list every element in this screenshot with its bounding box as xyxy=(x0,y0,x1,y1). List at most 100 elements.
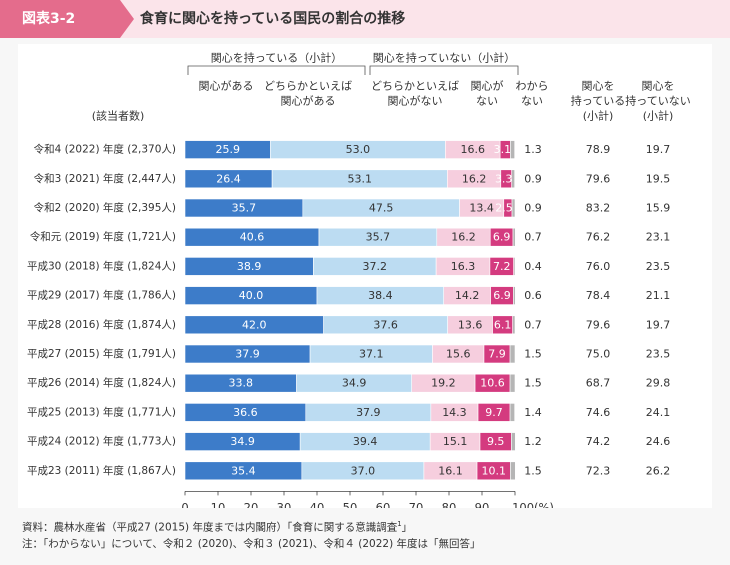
data-label: 1.5 xyxy=(524,377,542,390)
header-s1: どちらかといえば xyxy=(264,80,352,93)
notes: 資料：農林水産省（平成27 (2015) 年度までは内閣府）「食育に関する意識調… xyxy=(22,516,481,552)
category-label: 平成23 (2011) 年度 (1,867人) xyxy=(27,464,176,477)
group-interested-label: 関心を持っている（小計） xyxy=(211,51,342,65)
header-s1: 関心がある xyxy=(281,94,336,108)
subtotal-interested: 78.9 xyxy=(586,143,611,156)
data-label: 7.2 xyxy=(493,260,511,273)
data-label: 19.2 xyxy=(431,377,456,390)
data-label: 13.6 xyxy=(458,318,483,331)
figure-number-tag: 図表3-2 xyxy=(0,0,134,38)
subtotal-interested: 74.2 xyxy=(586,435,611,448)
x-tick-label: 40 xyxy=(310,500,325,508)
bar-segment xyxy=(511,198,516,218)
data-label: 40.6 xyxy=(240,231,265,244)
data-label: 35.7 xyxy=(366,231,391,244)
subtotal-not-interested: 24.1 xyxy=(646,406,671,419)
bar-segment xyxy=(509,403,515,422)
subtotal-not-interested: 15.9 xyxy=(646,202,671,215)
data-label: 14.2 xyxy=(455,289,480,302)
subtotal-not-interested: 23.5 xyxy=(646,260,671,273)
data-label: 16.3 xyxy=(451,260,476,273)
header-s3: ない xyxy=(476,95,498,108)
data-label: 26.4 xyxy=(216,172,241,185)
subtotal-interested: 75.0 xyxy=(586,348,611,361)
subtotal-interested: 72.3 xyxy=(586,464,611,477)
x-tick-label: 70 xyxy=(409,500,424,508)
stacked-bar-chart: 関心を持っている（小計） 関心を持っていない（小計）関心がある どちらかといえば関心… xyxy=(27,51,691,515)
subtotal-not-interested: 21.1 xyxy=(646,289,671,302)
category-label: 平成25 (2013) 年度 (1,771人) xyxy=(27,405,176,418)
bar-segment xyxy=(509,344,516,364)
title-bar: 図表3-2 食育に関心を持っている国民の割合の推移 xyxy=(0,0,730,38)
data-label: 10.6 xyxy=(480,377,505,390)
data-label: 37.9 xyxy=(235,348,260,361)
data-label: 1.2 xyxy=(524,435,542,448)
bar-segment xyxy=(513,257,516,276)
category-label: 令和2 (2020) 年度 (2,395人) xyxy=(34,201,176,214)
data-label: 6.9 xyxy=(493,289,511,302)
data-label: 14.3 xyxy=(442,406,467,419)
bar-segment xyxy=(510,461,516,481)
subtotal-interested: 76.2 xyxy=(586,231,611,244)
category-label: 平成28 (2016) 年度 (1,874人) xyxy=(27,318,176,331)
data-label: 0.9 xyxy=(524,202,542,215)
bar-segment xyxy=(512,315,516,335)
x-tick-label: 50 xyxy=(343,500,358,508)
data-label: 53.0 xyxy=(346,143,371,156)
subtotal-not-interested: 23.5 xyxy=(646,348,671,361)
source-end: 」 xyxy=(401,521,413,534)
x-tick-label: 60 xyxy=(376,500,391,508)
data-label: 3.3 xyxy=(495,172,513,185)
source-superscript: 1 xyxy=(397,520,402,528)
data-label: 6.9 xyxy=(493,231,511,244)
x-tick-label: 100(%) xyxy=(512,500,554,508)
header-sub_not_interested: (小計) xyxy=(643,109,674,123)
data-label: 33.8 xyxy=(229,377,254,390)
bar-segment xyxy=(511,432,516,451)
subtotal-interested: 83.2 xyxy=(586,202,611,215)
data-label: 40.0 xyxy=(239,289,264,302)
category-label: 令和4 (2022) 年度 (2,370人) xyxy=(34,143,176,156)
data-label: 37.2 xyxy=(363,260,388,273)
data-label: 39.4 xyxy=(353,435,378,448)
data-label: 16.2 xyxy=(462,172,487,185)
category-label: 平成29 (2017) 年度 (1,786人) xyxy=(27,289,176,302)
group-not-interested-bracket xyxy=(369,65,519,75)
header-s2: 関心がない xyxy=(388,94,443,108)
header-sub_not_interested: 持っていない xyxy=(625,94,690,108)
data-label: 37.0 xyxy=(351,464,376,477)
data-label: 1.4 xyxy=(524,406,542,419)
subtotal-interested: 74.6 xyxy=(586,406,611,419)
y-axis-label: (該当者数) xyxy=(92,109,145,123)
header-s0: 関心がある xyxy=(199,79,254,93)
category-label: 平成27 (2015) 年度 (1,791人) xyxy=(27,347,176,360)
source-note: 資料：農林水産省（平成27 (2015) 年度までは内閣府）「食育に関する意識調… xyxy=(22,516,481,536)
data-label: 53.1 xyxy=(347,172,372,185)
data-label: 3.1 xyxy=(494,143,512,156)
data-label: 2.5 xyxy=(495,202,513,215)
subtotal-interested: 78.4 xyxy=(586,289,611,302)
category-label: 令和3 (2021) 年度 (2,447人) xyxy=(34,172,176,185)
header-s4: わから xyxy=(516,80,549,93)
bar-segment xyxy=(510,140,515,159)
subtotal-not-interested: 24.6 xyxy=(646,435,671,448)
chart-panel: 関心を持っている（小計） 関心を持っていない（小計） 関心がある どちらかといえば 関心… xyxy=(18,44,712,515)
x-tick-label: 0 xyxy=(181,500,188,508)
header-s4: ない xyxy=(521,95,543,108)
group-not-interested-label: 関心を持っていない（小計） xyxy=(373,51,515,65)
data-label: 9.7 xyxy=(485,406,503,419)
subtotal-not-interested: 19.7 xyxy=(646,318,671,331)
data-label: 9.5 xyxy=(487,435,505,448)
x-tick-label: 90 xyxy=(475,500,490,508)
subtotal-not-interested: 29.8 xyxy=(646,377,671,390)
category-label: 令和元 (2019) 年度 (1,721人) xyxy=(30,230,176,243)
data-label: 47.5 xyxy=(369,202,394,215)
data-label: 25.9 xyxy=(215,143,240,156)
x-tick-label: 10 xyxy=(211,500,226,508)
data-label: 6.1 xyxy=(494,318,512,331)
subtotal-interested: 79.6 xyxy=(586,318,611,331)
header-sub_not_interested: 関心を xyxy=(642,80,675,93)
data-label: 38.4 xyxy=(368,289,393,302)
data-label: 37.9 xyxy=(356,406,381,419)
header-s3: 関心が xyxy=(471,79,504,93)
